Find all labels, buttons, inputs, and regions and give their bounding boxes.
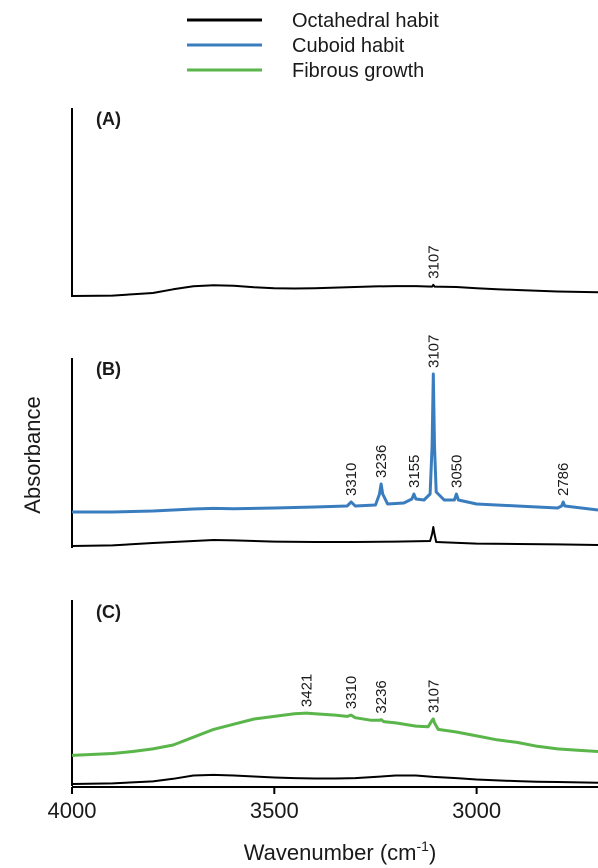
legend-label-0: Octahedral habit <box>292 10 439 32</box>
peak-label-2-2: 3236 <box>373 680 390 713</box>
x-tick-label-2: 3000 <box>452 798 501 823</box>
x-tick-label-0: 4000 <box>48 798 97 823</box>
peak-label-1-2: 3155 <box>406 455 423 488</box>
series-line-2-1 <box>71 773 598 785</box>
panel-label-2: (C) <box>96 602 121 622</box>
legend-label-2: Fibrous growth <box>292 60 424 82</box>
peak-label-0-0: 3107 <box>425 245 442 278</box>
peak-label-1-0: 3310 <box>343 463 360 496</box>
panel-label-0: (A) <box>96 109 121 129</box>
peak-label-2-1: 3310 <box>343 676 360 709</box>
panel-2: (C) 3421 3310 3236 3107 <box>71 600 598 786</box>
peak-label-2-3: 3107 <box>425 680 442 713</box>
peak-label-2-0: 3421 <box>298 674 315 707</box>
x-axis-label-close: ) <box>429 840 436 865</box>
chart-panels: (A) 3107 (B) 3310 3236 3155 3107 3050 2786 (C) 342… <box>71 108 598 786</box>
panel-0: (A) 3107 <box>71 108 598 297</box>
panel-1: (B) 3310 3236 3155 3107 3050 2786 <box>71 335 598 548</box>
peak-label-1-4: 3050 <box>448 455 465 488</box>
x-axis-label-sup: -1 <box>417 838 430 854</box>
x-axis-label-main: Wavenumber (cm <box>244 840 417 865</box>
peak-label-1-5: 2786 <box>555 463 572 496</box>
series-line-0-0 <box>71 283 598 297</box>
x-axis: 4000 3500 3000 <box>48 786 598 823</box>
x-tick-label-1: 3500 <box>250 798 299 823</box>
peak-label-1-1: 3236 <box>373 445 390 478</box>
x-axis-label: Wavenumber (cm-1) <box>244 838 437 865</box>
series-line-1-1 <box>71 526 598 547</box>
panel-label-1: (B) <box>96 359 121 379</box>
peak-label-1-3: 3107 <box>425 335 442 368</box>
legend: Octahedral habit Cuboid habit Fibrous grow… <box>187 10 439 82</box>
legend-label-1: Cuboid habit <box>292 35 405 57</box>
series-line-1-0 <box>72 372 598 514</box>
y-axis-label: Absorbance <box>20 396 45 513</box>
series-line-2-0 <box>71 711 598 757</box>
